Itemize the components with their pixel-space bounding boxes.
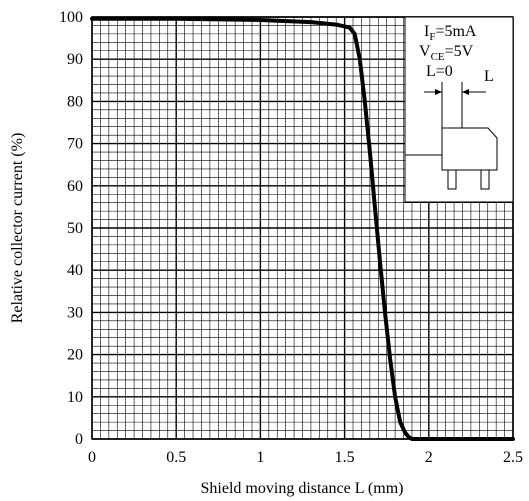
device-lead-left	[447, 169, 457, 190]
y-tick-label: 70	[67, 136, 83, 153]
device-body	[441, 127, 498, 171]
y-tick-labels: 0 10 20 30 40 50 60 70 80 90 100	[59, 9, 83, 448]
y-tick-label: 10	[67, 389, 83, 406]
y-tick-label: 60	[67, 178, 83, 195]
y-tick-label: 30	[67, 304, 83, 321]
vce-sub: CE	[431, 51, 445, 63]
inset-l-label: L	[484, 68, 494, 85]
dim-arrow-right-head	[462, 89, 469, 95]
if-sub: F	[429, 31, 435, 43]
y-tick-label: 80	[67, 93, 83, 110]
y-tick-label: 0	[75, 431, 83, 448]
inset-l-zero-label: L=0	[426, 63, 453, 80]
x-tick-label: 2.5	[503, 449, 523, 466]
y-tick-label: 50	[67, 220, 83, 237]
condition-inset: IF=5mA VCE=5V L=0 L	[404, 16, 514, 203]
y-axis-title: Relative collector current (%)	[9, 133, 26, 324]
x-axis-title: Shield moving distance L (mm)	[201, 480, 404, 497]
if-main: I	[424, 23, 429, 40]
if-value: =5mA	[435, 23, 476, 40]
x-tick-label: 2	[425, 449, 433, 466]
inset-vce-label: VCE=5V	[419, 43, 474, 63]
x-tick-labels: 0 0.5 1 1.5 2 2.5	[88, 449, 523, 466]
x-tick-label: 0	[88, 449, 96, 466]
series-line-relative-current	[90, 16, 515, 441]
x-tick-label: 1	[256, 449, 264, 466]
x-tick-label: 1.5	[335, 449, 355, 466]
vce-main: V	[419, 43, 431, 60]
vce-value: =5V	[445, 43, 474, 60]
device-lead-right	[480, 169, 490, 190]
y-tick-label: 20	[67, 347, 83, 364]
y-tick-label: 100	[59, 9, 83, 26]
dim-arrow-left-head	[435, 89, 442, 95]
y-tick-label: 90	[67, 51, 83, 68]
x-tick-label: 0.5	[166, 449, 186, 466]
inset-if-label: IF=5mA	[424, 23, 477, 43]
inset-box	[404, 16, 514, 203]
y-tick-label: 40	[67, 262, 83, 279]
